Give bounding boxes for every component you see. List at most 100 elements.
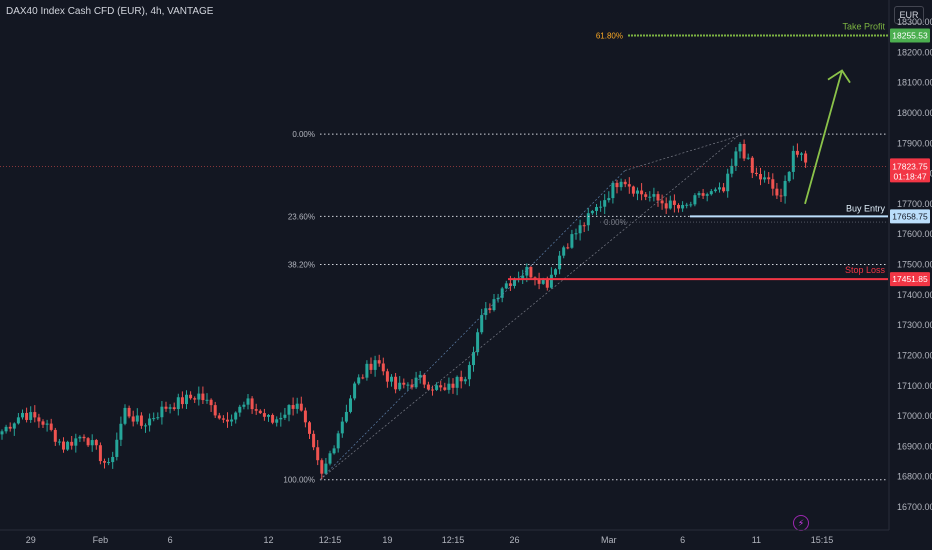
candle-body — [57, 441, 61, 443]
candle-body — [332, 448, 336, 454]
candle-body — [668, 200, 672, 209]
price-tick-label: 16800.00 — [897, 472, 932, 482]
candle-body — [709, 191, 713, 195]
candle-body — [406, 384, 410, 386]
candle-body — [492, 299, 496, 311]
price-tick-label: 17300.00 — [897, 320, 932, 330]
candle-body — [631, 186, 635, 194]
candle-body — [504, 283, 508, 289]
last-price-badge — [890, 158, 930, 183]
candle-body — [131, 416, 135, 422]
candle-body — [33, 412, 37, 418]
candle-body — [324, 463, 328, 474]
buy-entry-badge-text: 17658.75 — [892, 211, 928, 221]
candle-body — [242, 404, 246, 407]
price-tick-label: 18300.00 — [897, 17, 932, 27]
candle-body — [291, 405, 295, 409]
time-tick-label: 12:15 — [442, 535, 465, 545]
candle-body — [82, 436, 86, 439]
candle-body — [726, 173, 730, 192]
candle-body — [447, 383, 451, 390]
candle-body — [599, 206, 603, 208]
currency-button[interactable]: EUR — [894, 6, 924, 24]
candle-body — [21, 412, 24, 418]
candle-body — [623, 181, 627, 185]
candle-body — [693, 195, 697, 205]
time-tick-label: 26 — [509, 535, 519, 545]
candle-body — [558, 255, 562, 270]
candle-body — [103, 461, 106, 463]
candle-body — [566, 247, 570, 249]
candle-body — [394, 376, 398, 390]
candle-body — [472, 352, 475, 366]
time-tick-label: 11 — [752, 535, 761, 545]
candle-body — [685, 204, 689, 206]
time-tick-label: 29 — [26, 535, 36, 545]
candle-body — [168, 407, 172, 409]
candle-body — [287, 405, 291, 415]
candle-body — [213, 405, 217, 416]
time-tick-label: Feb — [93, 535, 109, 545]
fib-label: 100.00% — [283, 476, 315, 485]
candle-body — [426, 384, 430, 390]
projection-arrow — [804, 70, 843, 205]
price-tick-label: 17700.00 — [897, 199, 932, 209]
candle-body — [267, 414, 270, 417]
candle-body — [697, 193, 701, 196]
candle-body — [562, 247, 566, 256]
time-tick-label: 12:15 — [319, 535, 342, 545]
candle-body — [644, 194, 648, 197]
candle-body — [759, 173, 762, 180]
candle-body — [476, 332, 480, 353]
candle-body — [615, 182, 619, 188]
candle-body — [595, 207, 598, 211]
candle-body — [62, 441, 65, 450]
arrow-head — [827, 69, 851, 84]
candle-body — [262, 413, 266, 417]
time-tick-label: 12 — [263, 535, 273, 545]
candle-body — [185, 394, 188, 405]
candle-body — [451, 383, 455, 388]
candle-body — [258, 410, 262, 414]
candle-body — [53, 429, 57, 442]
candle-body — [344, 411, 348, 422]
candle-body — [197, 393, 201, 400]
candle-body — [119, 423, 123, 440]
candle-body — [312, 433, 316, 448]
time-tick-label: 19 — [382, 535, 392, 545]
candle-body — [12, 423, 16, 429]
candle-body — [66, 441, 70, 450]
candle-body — [767, 177, 771, 180]
candle-body — [381, 363, 385, 372]
candle-body — [279, 417, 283, 420]
candle-body — [217, 415, 221, 419]
candle-body — [537, 279, 541, 284]
candle-body — [152, 418, 156, 420]
candle-body — [107, 462, 111, 464]
candle-body — [603, 200, 607, 207]
candle-body — [254, 409, 258, 411]
candle-body — [303, 410, 307, 423]
candle-body — [463, 379, 467, 382]
candle-body — [578, 225, 582, 234]
time-tick-label: 6 — [168, 535, 173, 545]
candle-body — [455, 376, 459, 388]
candle-body — [750, 157, 754, 173]
price-tick-label: 18000.00 — [897, 108, 932, 118]
candle-body — [611, 182, 615, 199]
candle-body — [70, 441, 74, 446]
channel-label: 0.00% — [604, 218, 627, 227]
candle-body — [402, 382, 406, 385]
candle-body — [41, 421, 45, 425]
candle-body — [115, 439, 119, 457]
candle-body — [336, 433, 340, 449]
candle-body — [373, 360, 377, 370]
take-profit-badge — [890, 28, 930, 43]
candle-body — [340, 421, 344, 434]
chart-title: DAX40 Index Cash CFD (EUR), 4h, VANTAGE — [6, 6, 214, 17]
candle-body — [275, 419, 279, 423]
candle-body — [74, 438, 78, 446]
candle-body — [431, 389, 434, 391]
candle-body — [549, 274, 553, 288]
